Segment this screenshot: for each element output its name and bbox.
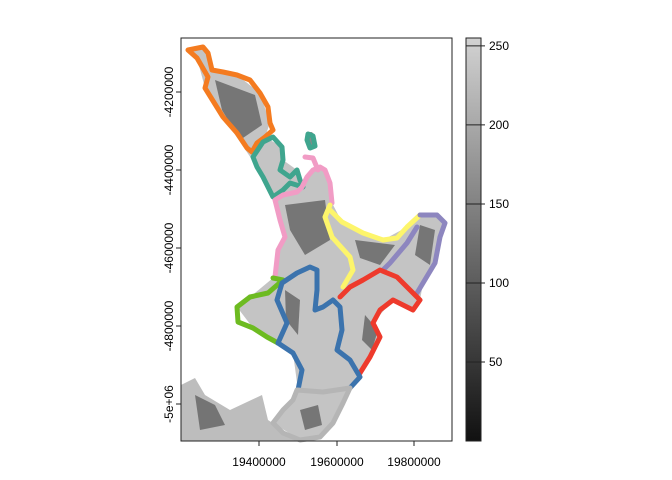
- legend-tick-label: 150: [489, 197, 509, 211]
- dark-terrain: [195, 395, 225, 430]
- region-outline-bay-of-plenty: [322, 202, 356, 290]
- x-tick-label: 19400000: [232, 455, 286, 469]
- legend-tick-label: 250: [489, 39, 509, 53]
- region-outline-gisborne: [380, 224, 420, 273]
- x-tick-label: 19600000: [310, 455, 364, 469]
- dark-terrain: [285, 290, 300, 335]
- y-tick-label: -4800000: [162, 300, 176, 351]
- dark-terrain: [355, 240, 395, 265]
- region-outline-manawatu-whanganui: [274, 264, 363, 391]
- region-outline-waikato: [272, 164, 335, 280]
- region-outline-gisborne: [414, 212, 448, 296]
- region-outline-bay-of-plenty: [327, 207, 423, 243]
- plot-frame: [180, 37, 453, 442]
- region-outline-auckland: [250, 134, 306, 200]
- region-outline-waikato: [302, 154, 321, 173]
- region-outline-wellington: [270, 385, 353, 443]
- region-outline-taranaki: [234, 275, 286, 346]
- legend-tick-label: 100: [489, 276, 509, 290]
- y-tick-label: -5e+06: [162, 385, 176, 423]
- y-tick-label: -4400000: [162, 144, 176, 195]
- y-tick-label: -4600000: [162, 222, 176, 273]
- dark-terrain: [362, 315, 378, 350]
- y-tick-label: -4200000: [162, 66, 176, 117]
- elevation-raster: [181, 47, 445, 441]
- y-axis: -4200000 -4400000 -4600000 -4800000 -5e+06: [162, 66, 181, 423]
- legend-ticks: 250 200 150 100 50: [466, 39, 509, 369]
- legend-tick-label: 200: [489, 118, 509, 132]
- region-outline-hawkes-bay: [337, 267, 423, 376]
- region-outline-northland: [185, 44, 276, 155]
- dark-terrain: [415, 225, 435, 265]
- dark-terrain: [300, 405, 322, 430]
- x-tick-label: 19800000: [387, 455, 441, 469]
- legend-colorbar: [465, 37, 482, 442]
- legend-tick-label: 50: [489, 355, 503, 369]
- dark-terrain: [285, 200, 330, 255]
- dark-terrain: [215, 80, 262, 140]
- region-outline-manawatu-whanganui: [275, 340, 305, 393]
- region-outline-auckland: [304, 131, 318, 151]
- x-axis: 19400000 19600000 19800000: [232, 441, 441, 469]
- region-outlines: [185, 44, 448, 443]
